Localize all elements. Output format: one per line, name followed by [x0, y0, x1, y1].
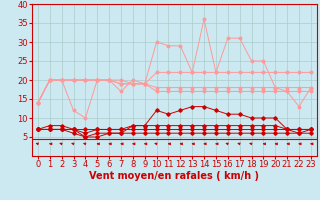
X-axis label: Vent moyen/en rafales ( km/h ): Vent moyen/en rafales ( km/h ) — [89, 171, 260, 181]
